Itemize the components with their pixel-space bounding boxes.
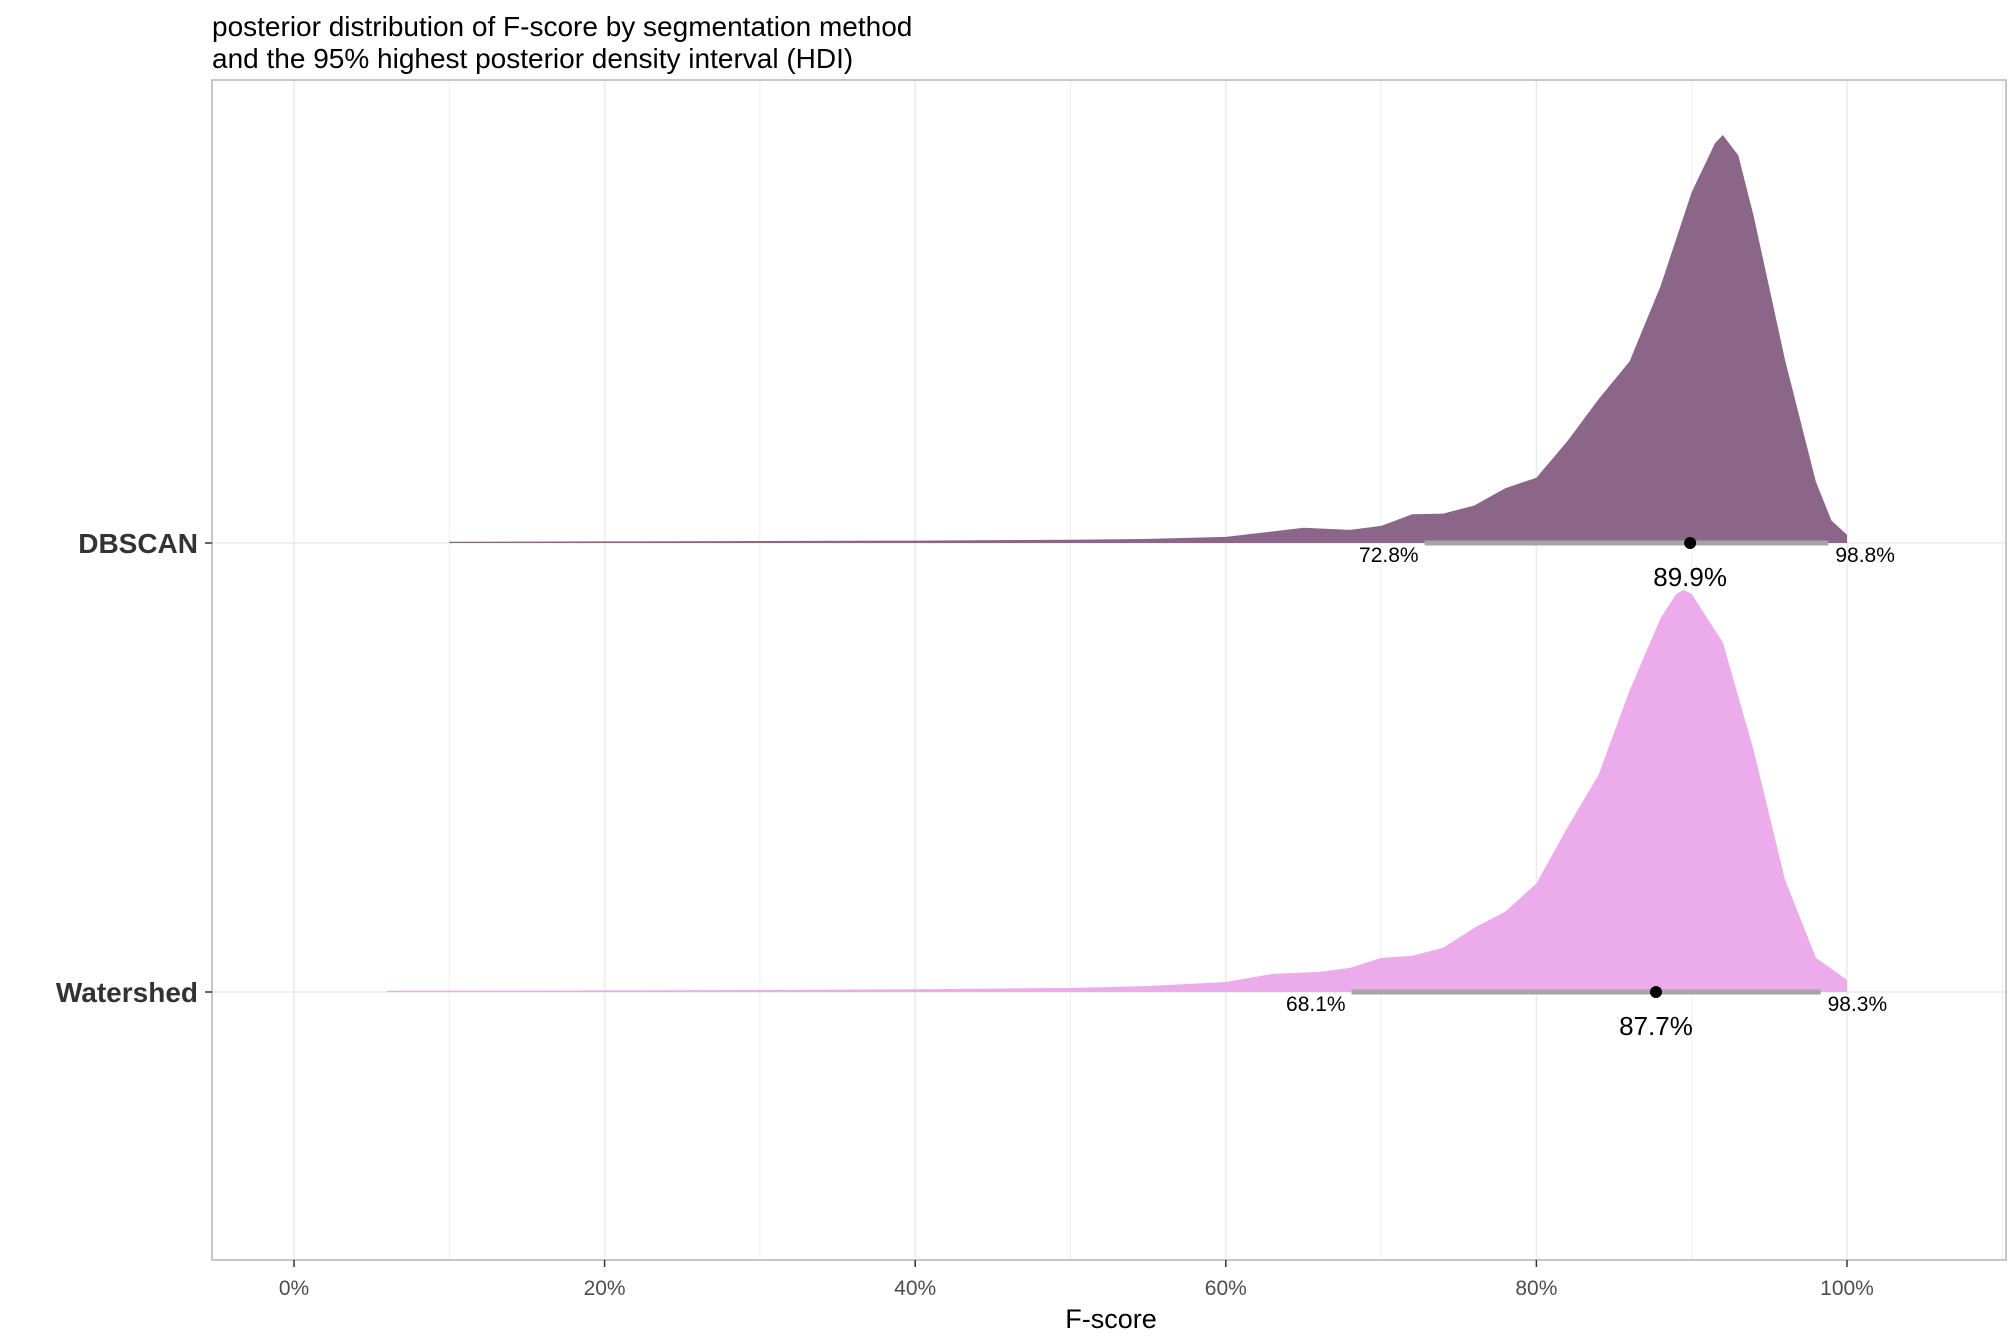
median-label: 87.7%: [1619, 1011, 1693, 1041]
x-tick-label: 100%: [1820, 1277, 1874, 1300]
x-tick-label: 80%: [1515, 1277, 1557, 1300]
x-tick-label: 40%: [894, 1277, 936, 1300]
x-tick-label: 60%: [1205, 1277, 1247, 1300]
x-tick-label: 20%: [584, 1277, 626, 1300]
y-tick-label: DBSCAN: [78, 528, 198, 559]
hdi-lower-label: 72.8%: [1359, 544, 1419, 567]
hdi-upper-label: 98.8%: [1835, 544, 1895, 567]
y-tick-label: Watershed: [56, 977, 198, 1008]
density-layer: [387, 135, 1848, 992]
chart-title-line-2: and the 95% highest posterior density in…: [212, 43, 853, 74]
x-axis: 0% 20% 40% 60% 80% 100%: [279, 1260, 1874, 1300]
interval-layer: 72.8% 98.8% 89.9% 68.1% 98.3% 87.7%: [1286, 537, 1895, 1041]
panel-border: [211, 79, 2007, 1261]
hdi-upper-label: 98.3%: [1828, 993, 1888, 1016]
median-point-dbscan: [1684, 537, 1697, 549]
hdi-lower-label: 68.1%: [1286, 993, 1346, 1016]
plot-panel: 72.8% 98.8% 89.9% 68.1% 98.3% 87.7%: [211, 79, 2007, 1261]
median-point-watershed: [1649, 986, 1662, 998]
x-tick-label: 0%: [279, 1277, 309, 1300]
x-axis-label: F-score: [1065, 1304, 1157, 1334]
y-axis: DBSCAN Watershed: [56, 528, 212, 1008]
median-label: 89.9%: [1653, 562, 1727, 592]
density-watershed: [387, 590, 1848, 992]
chart-title-line-1: posterior distribution of F-score by seg…: [212, 11, 912, 42]
density-dbscan: [449, 135, 1847, 543]
